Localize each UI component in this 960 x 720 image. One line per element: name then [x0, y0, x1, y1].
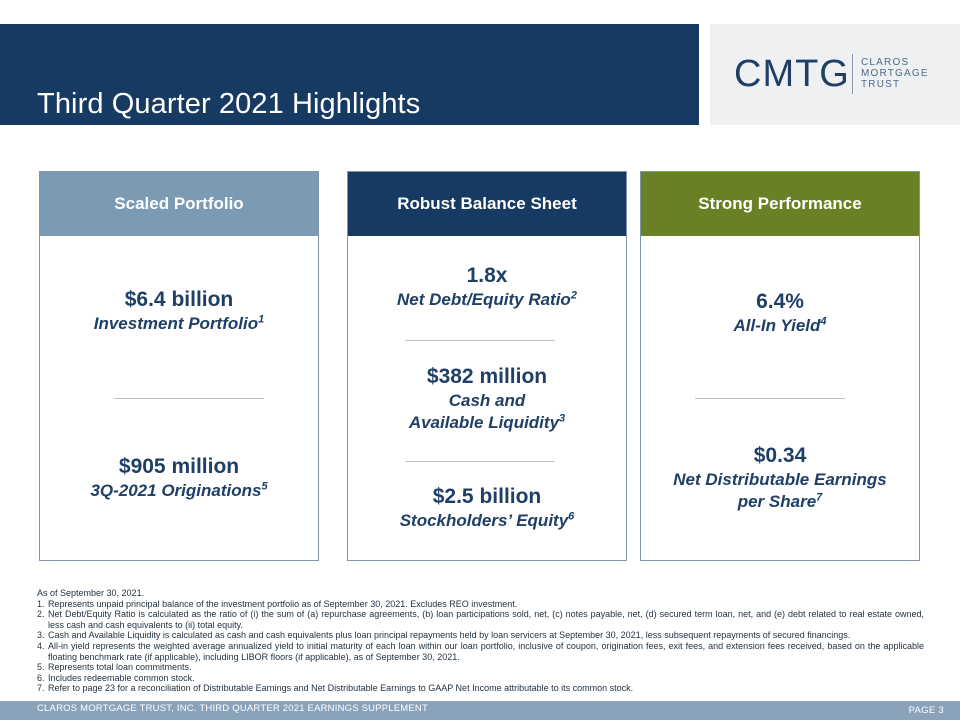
divider	[405, 340, 555, 341]
footnote-number: 1.	[37, 598, 45, 609]
footnote-text: Refer to page 23 for a reconciliation of…	[48, 683, 634, 694]
metric-label: All-In Yield4	[733, 315, 827, 335]
footnote-text: Represents unpaid principal balance of t…	[48, 598, 518, 609]
metric-label-line: Net Distributable Earnings	[673, 470, 887, 489]
metric-value: $905 million	[118, 455, 240, 478]
originations-metric: $905 million 3Q-2021 Originations5	[40, 454, 318, 502]
logo-word: TRUST	[861, 79, 901, 90]
metric-value: 6.4%	[756, 290, 804, 313]
footnote-item: 2. Net Debt/Equity Ratio is calculated as…	[37, 609, 924, 630]
footnote-number: 4.	[37, 640, 45, 651]
footnote-number: 7.	[37, 683, 45, 694]
cash-liquidity-metric: $382 million Cash and Available Liquidit…	[348, 364, 626, 434]
card-header: Robust Balance Sheet	[348, 172, 626, 236]
footnote-item: 7. Refer to page 23 for a reconciliation …	[37, 683, 924, 694]
net-debt-equity-metric: 1.8x Net Debt/Equity Ratio2	[348, 263, 626, 311]
footnote-item: 4. All-in yield represents the weighted a…	[37, 641, 924, 662]
footnote-item: 3. Cash and Available Liquidity is calcul…	[37, 630, 924, 641]
footnote-ref: 6	[568, 510, 575, 523]
header-band	[0, 24, 699, 125]
metric-label: per Share7	[737, 491, 823, 511]
logo-divider	[852, 54, 853, 94]
footnote-number: 3.	[37, 630, 45, 641]
metric-label: 3Q-2021 Originations5	[90, 480, 268, 500]
footnote-ref: 7	[816, 491, 823, 504]
footnote-number: 5.	[37, 662, 45, 673]
footnote-item: 5. Represents total loan commitments.	[37, 662, 924, 673]
divider	[695, 398, 845, 399]
footnote-number: 2.	[37, 609, 45, 620]
footnote-ref: 3	[559, 412, 566, 425]
footnote-ref: 4	[820, 315, 827, 328]
metric-value: $382 million	[426, 365, 548, 388]
page-number: PAGE 3	[908, 705, 944, 716]
footnote-text: Cash and Available Liquidity is calculat…	[48, 630, 851, 641]
stockholders-equity-metric: $2.5 billion Stockholders’ Equity6	[348, 484, 626, 532]
card-header: Scaled Portfolio	[40, 172, 318, 236]
logo-word: CLAROS	[861, 57, 910, 68]
footnotes: As of September 30, 2021. 1. Represents u…	[37, 588, 924, 694]
footnote-number: 6.	[37, 672, 45, 683]
footer-band	[0, 701, 960, 720]
logo-word: MORTGAGE	[861, 68, 929, 79]
logo-box	[710, 24, 960, 125]
investment-portfolio-metric: $6.4 billion Investment Portfolio1	[40, 287, 318, 335]
all-in-yield-metric: 6.4% All-In Yield4	[641, 289, 919, 337]
metric-label: Stockholders’ Equity6	[399, 510, 575, 530]
footnote-ref: 1	[258, 313, 265, 326]
logo-wordmark: CLAROS MORTGAGE TRUST	[861, 57, 929, 90]
scaled-portfolio-card: Scaled Portfolio $6.4 billion Investment…	[39, 171, 319, 561]
robust-balance-sheet-card: Robust Balance Sheet 1.8x Net Debt/Equit…	[347, 171, 627, 561]
metric-label: Investment Portfolio1	[93, 313, 265, 333]
metric-value: $2.5 billion	[432, 485, 542, 508]
footnotes-intro: As of September 30, 2021.	[37, 588, 145, 598]
footnote-ref: 5	[261, 480, 268, 493]
footnote-text: Includes redeemable common stock.	[48, 672, 195, 683]
strong-performance-card: Strong Performance 6.4% All-In Yield4 $0…	[640, 171, 920, 561]
footnote-ref: 2	[570, 289, 577, 302]
page-title: Third Quarter 2021 Highlights	[37, 88, 421, 120]
footnote-text: Net Debt/Equity Ratio is calculated as t…	[48, 609, 924, 630]
metric-label: Net Debt/Equity Ratio2	[397, 289, 577, 309]
metric-value: 1.8x	[466, 264, 508, 287]
footnote-item: 6. Includes redeemable common stock.	[37, 673, 924, 684]
metric-value: $0.34	[753, 444, 807, 467]
card-header: Strong Performance	[641, 172, 919, 236]
footnote-list: 1. Represents unpaid principal balance of…	[37, 599, 924, 694]
footnote-text: All-in yield represents the weighted ave…	[48, 640, 924, 662]
footnote-text: Represents total loan commitments.	[48, 662, 192, 673]
divider	[114, 398, 264, 399]
divider	[405, 461, 555, 462]
metric-label-line: Cash and	[448, 391, 526, 410]
distributable-earnings-metric: $0.34 Net Distributable Earnings per Sha…	[641, 443, 919, 513]
footnote-item: 1. Represents unpaid principal balance of…	[37, 599, 924, 610]
metric-value: $6.4 billion	[124, 288, 234, 311]
company-logo: CMTG	[734, 53, 850, 95]
footer-text: CLAROS MORTGAGE TRUST, INC. THIRD QUARTE…	[37, 703, 428, 714]
metric-label: Available Liquidity3	[408, 412, 566, 432]
